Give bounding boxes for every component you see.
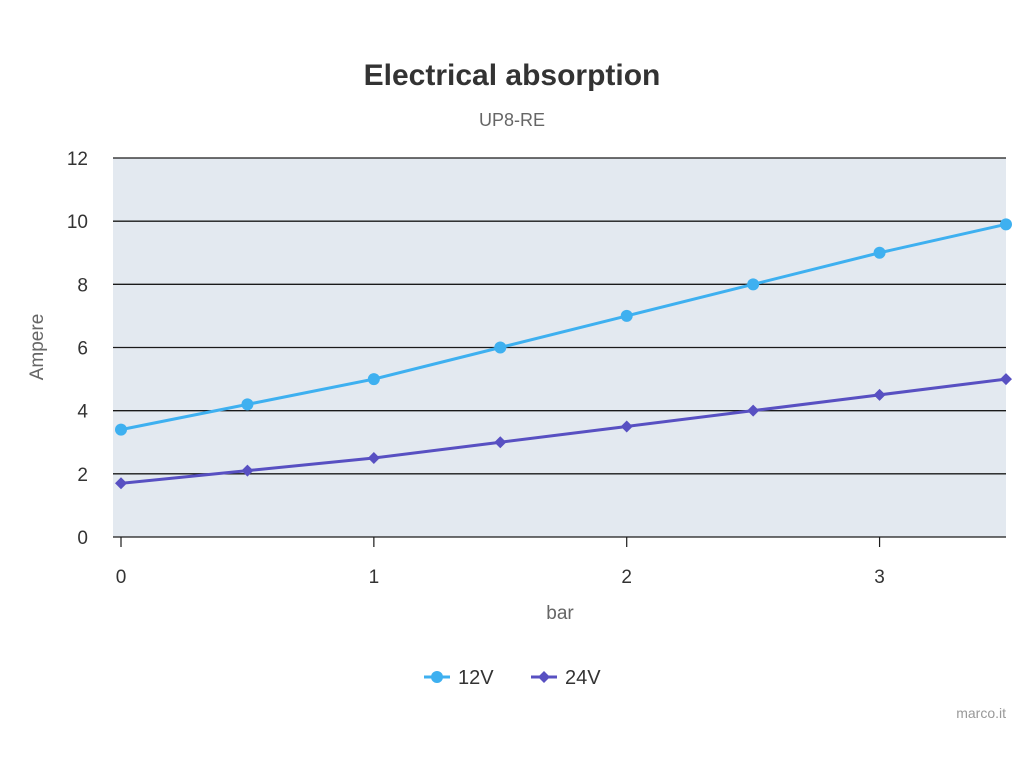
x-axis-ticks: 0 1 2 3 bbox=[116, 537, 885, 588]
data-point[interactable] bbox=[241, 398, 254, 411]
legend: 12V 24V bbox=[424, 667, 601, 689]
data-point[interactable] bbox=[873, 246, 886, 259]
y-tick-label: 10 bbox=[67, 212, 88, 233]
legend-item-24V[interactable]: 24V bbox=[531, 667, 601, 689]
data-point[interactable] bbox=[367, 373, 380, 386]
legend-item-12V[interactable]: 12V bbox=[424, 667, 494, 689]
data-point[interactable] bbox=[747, 404, 760, 417]
legend-label: 12V bbox=[458, 667, 494, 689]
data-point[interactable] bbox=[367, 452, 380, 465]
data-point[interactable] bbox=[115, 423, 127, 436]
data-point[interactable] bbox=[620, 420, 633, 433]
x-tick-label: 0 bbox=[116, 567, 127, 588]
series-layer bbox=[115, 218, 1012, 490]
y-tick-label: 2 bbox=[77, 465, 88, 486]
y-axis-label: Ampere bbox=[27, 314, 48, 381]
data-point[interactable] bbox=[873, 388, 886, 401]
x-tick-label: 1 bbox=[369, 567, 380, 588]
grid-lines bbox=[113, 157, 1006, 538]
data-point[interactable] bbox=[494, 436, 507, 449]
chart-subtitle: UP8-RE bbox=[479, 110, 545, 130]
x-tick-label: 2 bbox=[621, 567, 632, 588]
data-point[interactable] bbox=[747, 278, 760, 291]
credit-text[interactable]: marco.it bbox=[956, 705, 1006, 721]
series-24V bbox=[115, 373, 1012, 490]
y-axis-ticks: 0 2 4 6 8 10 12 bbox=[67, 149, 89, 549]
data-point[interactable] bbox=[1000, 218, 1012, 231]
y-tick-label: 6 bbox=[77, 339, 88, 360]
y-tick-label: 12 bbox=[67, 149, 88, 170]
y-tick-label: 4 bbox=[77, 402, 88, 423]
y-tick-label: 0 bbox=[77, 528, 88, 549]
y-tick-label: 8 bbox=[77, 275, 88, 296]
data-point[interactable] bbox=[1000, 373, 1012, 386]
x-axis-label: bar bbox=[546, 603, 574, 624]
data-point[interactable] bbox=[241, 464, 254, 477]
series-line bbox=[120, 377, 1007, 485]
legend-marker-diamond-icon bbox=[538, 671, 550, 683]
series-12V bbox=[115, 218, 1012, 436]
data-point[interactable] bbox=[620, 309, 633, 322]
data-point[interactable] bbox=[115, 477, 127, 490]
legend-marker-circle-icon bbox=[431, 671, 443, 683]
chart-title: Electrical absorption bbox=[364, 59, 661, 92]
x-tick-label: 3 bbox=[874, 567, 885, 588]
legend-label: 24V bbox=[565, 667, 601, 689]
series-line bbox=[120, 222, 1007, 432]
data-point[interactable] bbox=[494, 341, 507, 354]
